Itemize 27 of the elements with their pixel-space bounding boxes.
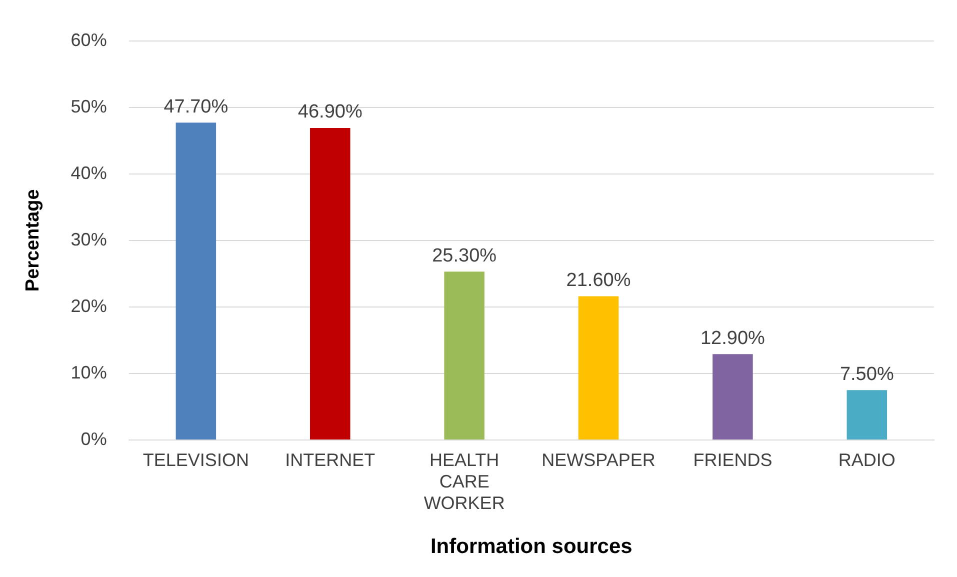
- x-tick-label: FRIENDS: [693, 450, 772, 470]
- data-label: 21.60%: [566, 270, 631, 292]
- y-tick-label: 30%: [70, 229, 107, 250]
- bar: [310, 128, 350, 440]
- bar: [712, 354, 753, 440]
- bar: [578, 296, 619, 440]
- y-tick-label: 20%: [70, 296, 107, 316]
- data-label: 12.90%: [700, 328, 766, 349]
- y-tick-label: 40%: [70, 162, 107, 183]
- data-label: 47.70%: [164, 96, 228, 118]
- x-tick-label: NEWSPAPER: [542, 450, 656, 470]
- x-tick-label: TELEVISION: [142, 450, 249, 470]
- data-label: 7.50%: [840, 364, 894, 385]
- bar: [846, 390, 888, 440]
- bar: [176, 122, 216, 440]
- y-tick-label: 60%: [70, 30, 107, 50]
- x-tick-label: INTERNET: [285, 450, 376, 470]
- y-tick-label: 10%: [70, 362, 107, 382]
- data-label: 46.90%: [298, 102, 362, 123]
- x-tick-label: HEALTH CARE WORKER: [424, 450, 505, 513]
- y-tick-label: 0%: [80, 428, 107, 449]
- x-tick-label: RADIO: [838, 450, 896, 470]
- data-label: 25.30%: [432, 245, 497, 266]
- y-axis-title: Percentage: [22, 189, 44, 292]
- y-tick-label: 50%: [70, 96, 107, 116]
- bar: [444, 272, 484, 440]
- x-axis-title: Information sources: [430, 535, 632, 558]
